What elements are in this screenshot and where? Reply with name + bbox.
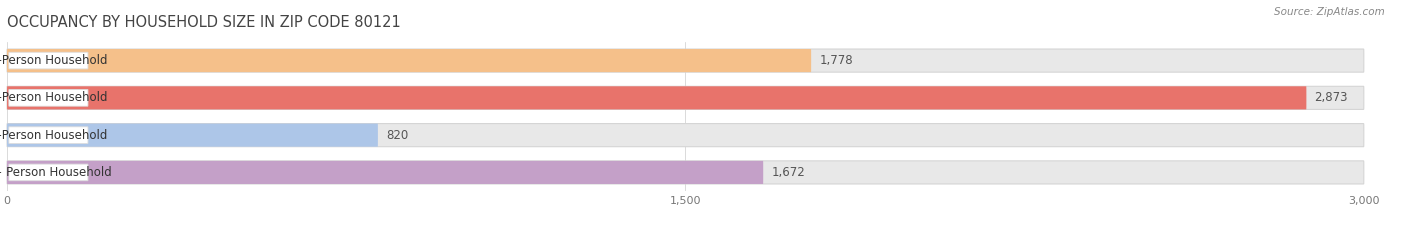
Text: 3-Person Household: 3-Person Household	[0, 129, 107, 142]
FancyBboxPatch shape	[7, 49, 1364, 72]
FancyBboxPatch shape	[8, 164, 89, 181]
FancyBboxPatch shape	[8, 127, 89, 144]
Text: Source: ZipAtlas.com: Source: ZipAtlas.com	[1274, 7, 1385, 17]
Text: OCCUPANCY BY HOUSEHOLD SIZE IN ZIP CODE 80121: OCCUPANCY BY HOUSEHOLD SIZE IN ZIP CODE …	[7, 15, 401, 30]
FancyBboxPatch shape	[7, 86, 1364, 110]
Text: 4+ Person Household: 4+ Person Household	[0, 166, 112, 179]
Text: 2-Person Household: 2-Person Household	[0, 91, 107, 104]
Text: 1,672: 1,672	[772, 166, 806, 179]
FancyBboxPatch shape	[7, 86, 1306, 110]
FancyBboxPatch shape	[8, 52, 89, 69]
FancyBboxPatch shape	[7, 161, 1364, 184]
FancyBboxPatch shape	[7, 123, 378, 147]
Text: 1-Person Household: 1-Person Household	[0, 54, 107, 67]
Text: 2,873: 2,873	[1315, 91, 1348, 104]
FancyBboxPatch shape	[7, 123, 1364, 147]
FancyBboxPatch shape	[7, 49, 811, 72]
FancyBboxPatch shape	[8, 89, 89, 106]
Text: 1,778: 1,778	[820, 54, 853, 67]
FancyBboxPatch shape	[7, 161, 763, 184]
Text: 820: 820	[387, 129, 408, 142]
